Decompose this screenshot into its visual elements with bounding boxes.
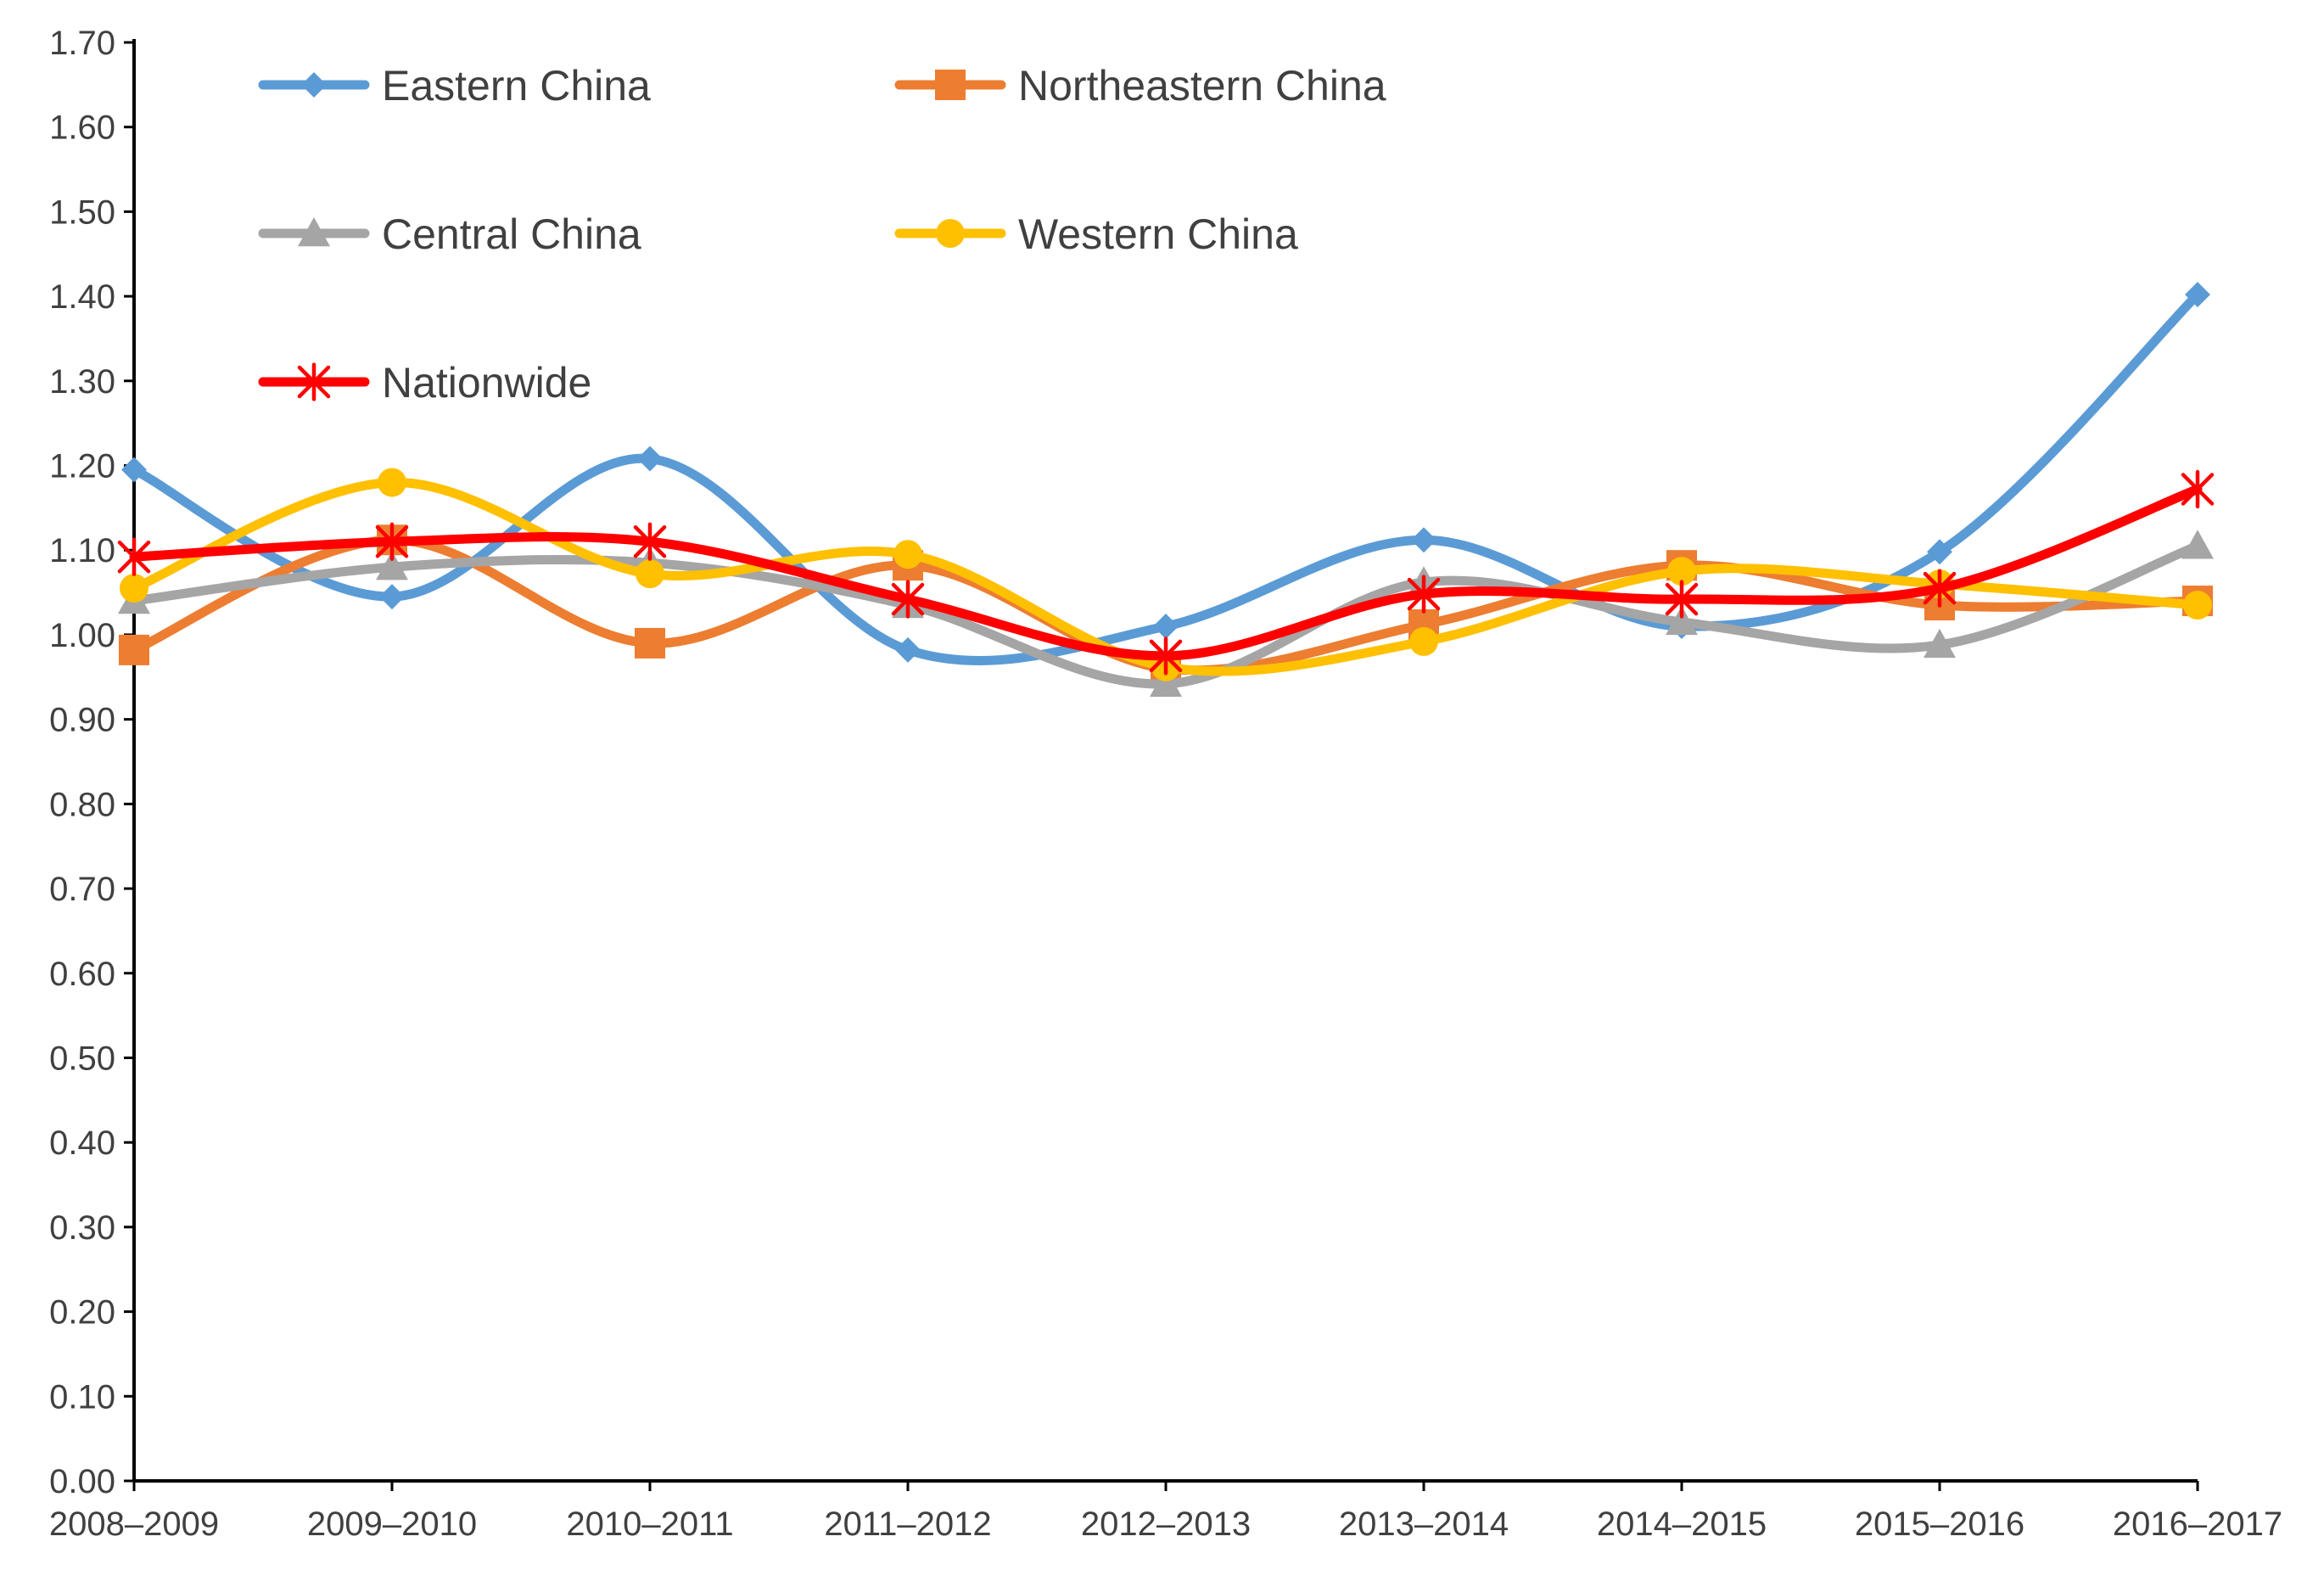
data-point-eastern-china — [895, 636, 921, 663]
data-point-nationwide — [1923, 569, 1957, 608]
x-tick-label: 2013–2014 — [1339, 1506, 1509, 1543]
series-line-eastern-china — [129, 289, 2203, 666]
legend-item-western-china: Western China — [894, 210, 1298, 258]
legend-marker-central-china — [298, 217, 330, 247]
data-point-northeastern-china — [119, 634, 149, 665]
legend-item-eastern-china: Eastern China — [258, 62, 651, 109]
legend-marker-eastern-china — [301, 72, 327, 98]
data-point-western-china — [1667, 557, 1696, 586]
y-tick-label: 0.90 — [49, 702, 115, 739]
data-point-northeastern-china — [635, 627, 665, 659]
data-point-central-china — [2181, 530, 2214, 559]
y-tick-label: 1.50 — [49, 193, 115, 231]
x-tick-label: 2012–2013 — [1081, 1506, 1251, 1543]
legend-label-eastern-china: Eastern China — [382, 62, 651, 109]
data-point-nationwide — [891, 580, 925, 619]
data-point-nationwide — [2181, 469, 2215, 509]
legend-label-central-china: Central China — [382, 210, 641, 258]
data-point-nationwide — [633, 522, 667, 561]
data-point-eastern-china — [2185, 282, 2210, 308]
legend-item-northeastern-china: Northeastern China — [894, 62, 1386, 109]
data-point-eastern-china — [1411, 527, 1436, 553]
data-point-western-china — [1409, 626, 1438, 656]
data-point-central-china — [1150, 667, 1182, 697]
legend-label-nationwide: Nationwide — [382, 359, 591, 407]
x-tick-label: 2008–2009 — [49, 1506, 219, 1543]
data-point-nationwide — [117, 537, 151, 576]
legend-marker-western-china — [936, 219, 965, 248]
series-layer — [117, 282, 2215, 697]
data-point-central-china — [376, 551, 408, 580]
y-tick-label: 0.30 — [49, 1209, 115, 1247]
legend-label-northeastern-china: Northeastern China — [1018, 62, 1386, 109]
x-tick-label: 2009–2010 — [307, 1506, 477, 1543]
series-eastern-china — [121, 282, 2210, 666]
data-point-nationwide — [1149, 636, 1183, 676]
legend-label-western-china: Western China — [1018, 210, 1298, 258]
series-nationwide — [117, 469, 2215, 676]
y-tick-label: 0.80 — [49, 786, 115, 823]
y-tick-label: 0.00 — [49, 1463, 115, 1500]
x-tick-label: 2011–2012 — [824, 1506, 991, 1543]
data-point-eastern-china — [379, 584, 405, 610]
data-point-western-china — [893, 540, 922, 569]
y-tick-label: 1.00 — [49, 617, 115, 654]
y-tick-label: 1.60 — [49, 109, 115, 147]
data-point-eastern-china — [1153, 613, 1179, 639]
x-tick-label: 2016–2017 — [2113, 1506, 2282, 1543]
legend-item-nationwide: Nationwide — [258, 359, 591, 407]
data-point-central-china — [1924, 628, 1956, 659]
x-tick-label: 2014–2015 — [1597, 1506, 1767, 1543]
y-tick-label: 0.10 — [49, 1378, 115, 1416]
data-point-western-china — [120, 574, 148, 603]
y-tick-label: 0.40 — [49, 1124, 115, 1162]
y-tick-label: 1.40 — [49, 278, 115, 316]
data-point-nationwide — [1407, 575, 1441, 614]
y-tick-label: 0.70 — [49, 871, 115, 908]
data-point-western-china — [636, 559, 664, 589]
x-tick-label: 2010–2011 — [566, 1506, 733, 1543]
legend-marker-nationwide — [297, 362, 331, 401]
data-point-nationwide — [1665, 580, 1699, 619]
legend-marker-northeastern-china — [935, 70, 966, 100]
y-tick-label: 0.20 — [49, 1294, 115, 1332]
y-tick-label: 0.60 — [49, 956, 115, 993]
data-point-eastern-china — [121, 457, 147, 483]
data-point-western-china — [2183, 591, 2212, 620]
data-point-nationwide — [375, 522, 409, 561]
x-tick-label: 2015–2016 — [1855, 1506, 2024, 1543]
data-point-eastern-china — [637, 446, 663, 472]
data-point-central-china — [1666, 605, 1698, 636]
y-tick-label: 1.30 — [49, 363, 115, 401]
y-tick-label: 1.20 — [49, 448, 115, 485]
axes: 0.00 0.10 0.20 0.30 0.40 0.50 0.60 0.70 0.80 0.90… — [49, 25, 2282, 1543]
y-tick-label: 1.10 — [49, 532, 115, 569]
legend-item-central-china: Central China — [258, 210, 641, 258]
y-tick-label: 1.70 — [49, 25, 115, 62]
y-tick-label: 0.50 — [49, 1040, 115, 1077]
legend: Eastern China Northeastern China Central C… — [258, 62, 1386, 407]
data-point-eastern-china — [1927, 539, 1952, 565]
data-point-western-china — [378, 468, 406, 497]
